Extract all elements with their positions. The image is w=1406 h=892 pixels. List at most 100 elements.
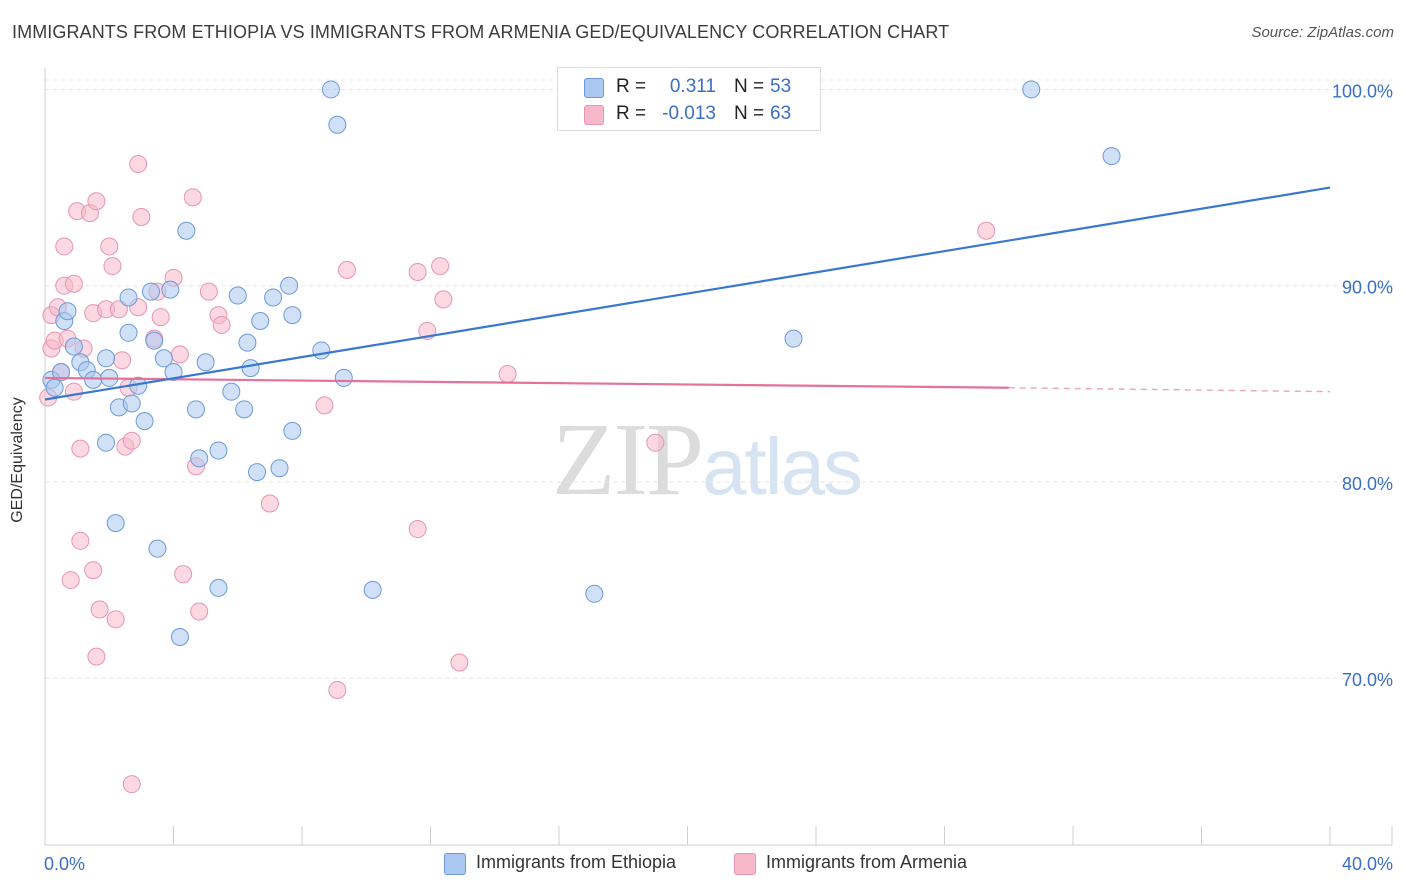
point-armenia	[170, 345, 189, 364]
point-ethiopia	[145, 331, 164, 350]
point-ethiopia	[251, 312, 270, 331]
point-armenia	[71, 439, 90, 458]
point-armenia	[174, 565, 193, 584]
point-armenia	[84, 561, 103, 580]
point-armenia	[328, 680, 347, 699]
point-ethiopia	[283, 421, 302, 440]
point-armenia	[212, 315, 231, 334]
point-ethiopia	[235, 400, 254, 419]
point-ethiopia	[119, 323, 138, 342]
point-ethiopia	[164, 363, 183, 382]
point-ethiopia	[248, 463, 267, 482]
point-ethiopia	[106, 514, 125, 533]
point-armenia	[408, 262, 427, 281]
point-ethiopia	[170, 627, 189, 646]
point-ethiopia	[190, 449, 209, 468]
point-armenia	[315, 396, 334, 415]
point-armenia	[87, 192, 106, 211]
series-label-ethiopia: Immigrants from Ethiopia	[476, 852, 677, 872]
point-ethiopia	[97, 433, 116, 452]
y-tick-label: 70.0%	[1342, 670, 1393, 690]
point-armenia	[100, 237, 119, 256]
point-ethiopia	[264, 288, 283, 307]
point-ethiopia	[142, 282, 161, 301]
point-ethiopia	[122, 394, 141, 413]
x-tick-label: 0.0%	[44, 854, 85, 874]
legend-r-label: R =	[616, 76, 647, 97]
point-ethiopia	[52, 363, 71, 382]
point-armenia	[450, 653, 469, 672]
point-armenia	[260, 494, 279, 513]
point-ethiopia	[209, 441, 228, 460]
trendline-armenia-extension	[1008, 387, 1331, 393]
point-ethiopia	[97, 349, 116, 368]
point-armenia	[190, 602, 209, 621]
point-armenia	[90, 600, 109, 619]
y-tick-label: 100.0%	[1332, 81, 1393, 101]
point-armenia	[129, 155, 148, 174]
point-armenia	[337, 260, 356, 279]
point-armenia	[64, 274, 83, 293]
point-ethiopia	[161, 280, 180, 299]
point-ethiopia	[241, 359, 260, 378]
chart-title: IMMIGRANTS FROM ETHIOPIA VS IMMIGRANTS F…	[12, 22, 950, 42]
point-armenia	[183, 188, 202, 207]
point-ethiopia	[280, 276, 299, 295]
watermark-zip: ZIP	[552, 402, 704, 517]
point-armenia	[64, 382, 83, 401]
point-ethiopia	[784, 329, 803, 348]
x-tick-label: 40.0%	[1342, 854, 1393, 874]
point-ethiopia	[228, 286, 247, 305]
point-armenia	[434, 290, 453, 309]
stats-legend-row-armenia: R = -0.013 N = 63	[558, 99, 820, 127]
watermark: ZIPatlas	[552, 400, 863, 519]
series-label-armenia: Immigrants from Armenia	[766, 852, 968, 872]
legend-r-value: 0.311	[669, 76, 716, 97]
stats-legend-row-ethiopia: R = 0.311 N = 53	[558, 72, 820, 100]
point-ethiopia	[585, 584, 604, 603]
point-ethiopia	[64, 337, 83, 356]
legend-swatch-ethiopia	[584, 78, 604, 98]
source-credit: Source: ZipAtlas.com	[1251, 24, 1394, 41]
point-ethiopia	[154, 349, 173, 368]
point-ethiopia	[312, 341, 331, 360]
point-armenia	[71, 531, 90, 550]
point-ethiopia	[270, 459, 289, 478]
point-armenia	[113, 351, 132, 370]
series-swatch-armenia	[734, 853, 756, 875]
point-ethiopia	[148, 539, 167, 558]
point-armenia	[199, 282, 218, 301]
point-ethiopia	[84, 370, 103, 389]
point-armenia	[132, 208, 151, 226]
point-armenia	[646, 433, 665, 452]
trendline-armenia	[44, 376, 1009, 389]
point-ethiopia	[1102, 147, 1121, 166]
point-ethiopia	[1022, 80, 1041, 99]
point-armenia	[977, 221, 996, 240]
y-tick-label: 80.0%	[1342, 474, 1393, 494]
point-armenia	[109, 300, 128, 319]
y-tick-label: 90.0%	[1342, 278, 1393, 298]
point-armenia	[103, 257, 122, 276]
point-ethiopia	[209, 578, 228, 597]
trendline-ethiopia	[44, 186, 1331, 401]
point-ethiopia	[321, 80, 340, 99]
point-ethiopia	[177, 221, 196, 240]
point-ethiopia	[328, 115, 347, 134]
point-armenia	[55, 237, 74, 256]
point-armenia	[61, 571, 80, 590]
legend-r-value: -0.013	[662, 103, 716, 124]
series-swatch-ethiopia	[444, 853, 466, 875]
point-ethiopia	[58, 302, 77, 321]
point-armenia	[151, 308, 170, 327]
point-armenia	[106, 610, 125, 629]
point-ethiopia	[238, 333, 257, 352]
point-armenia	[87, 647, 106, 666]
legend-n-label: N =	[734, 76, 765, 97]
watermark-atlas: atlas	[702, 422, 863, 511]
point-armenia	[498, 365, 517, 383]
legend-r-label: R =	[616, 103, 647, 124]
point-armenia	[122, 431, 141, 450]
point-ethiopia	[363, 580, 382, 599]
